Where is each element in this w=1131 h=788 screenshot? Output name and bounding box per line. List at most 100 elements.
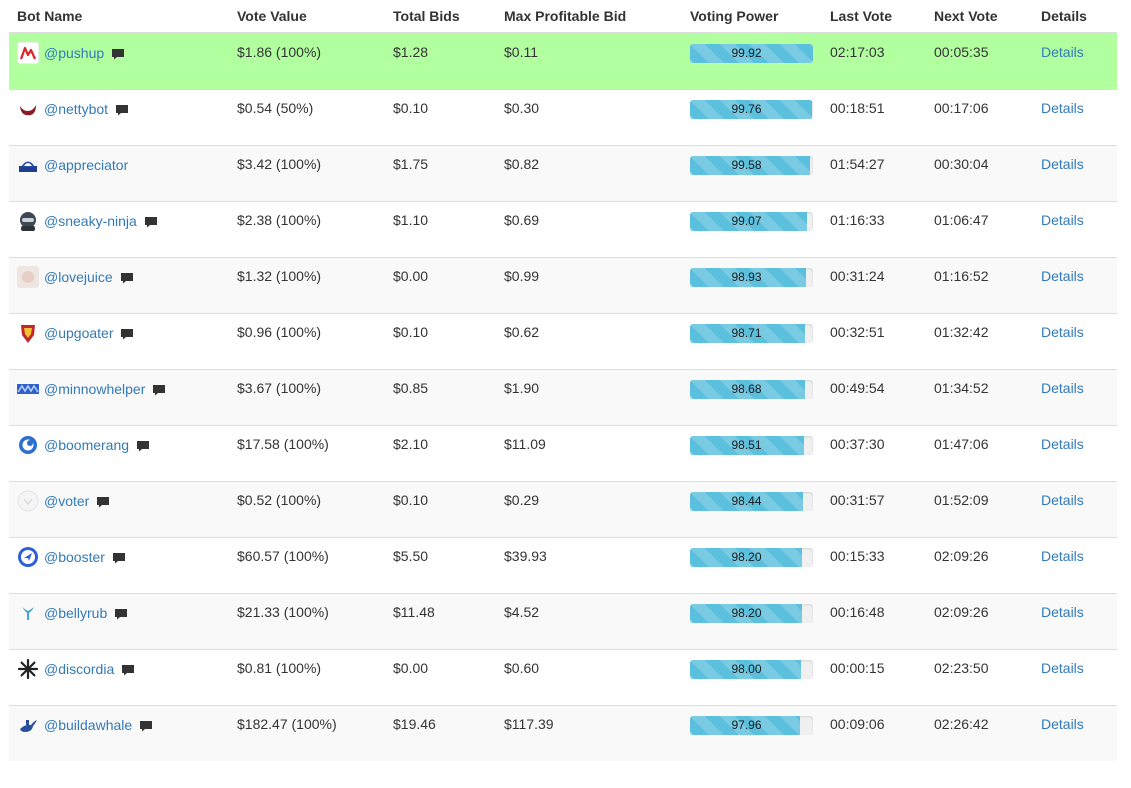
comment-icon[interactable] <box>152 383 166 395</box>
voting-power-value: 99.58 <box>731 157 762 172</box>
cell-max-profitable-bid: $4.52 <box>496 592 682 649</box>
header-vote-value[interactable]: Vote Value <box>229 0 385 34</box>
table-row: @discordia $0.81 (100%) $0.00 $0.60 98.00 00:… <box>9 648 1117 705</box>
details-link[interactable]: Details <box>1041 267 1084 284</box>
voting-power-fill <box>690 491 804 511</box>
details-link[interactable]: Details <box>1041 715 1084 732</box>
cell-last-vote: 00:16:48 <box>822 592 926 649</box>
cell-bot-name: @bellyrub <box>9 592 229 649</box>
cell-next-vote: 02:23:50 <box>926 648 1033 705</box>
header-details: Details <box>1033 0 1117 34</box>
cell-next-vote: 01:16:52 <box>926 256 1033 313</box>
table-row: @pushup $1.86 (100%) $1.28 $0.11 99.92 02:17:… <box>9 32 1117 89</box>
comment-icon[interactable] <box>121 663 135 675</box>
details-link[interactable]: Details <box>1041 491 1084 508</box>
details-link[interactable]: Details <box>1041 99 1084 116</box>
cell-max-profitable-bid: $1.90 <box>496 368 682 425</box>
bot-name-link[interactable]: @bellyrub <box>44 604 108 621</box>
comment-icon[interactable] <box>136 439 150 451</box>
details-link[interactable]: Details <box>1041 323 1084 340</box>
comment-icon[interactable] <box>120 271 134 283</box>
bot-name-link[interactable]: @nettybot <box>44 100 109 117</box>
boomerang-logo-icon <box>17 434 39 456</box>
header-total-bids[interactable]: Total Bids <box>385 0 496 34</box>
cell-max-profitable-bid: $0.29 <box>496 480 682 537</box>
upgoater-logo-icon <box>17 322 39 344</box>
cell-bot-name: @booster <box>9 536 229 593</box>
booster-logo-icon <box>17 546 39 568</box>
voting-power-fill <box>690 659 801 679</box>
cell-voting-power: 98.00 <box>682 648 822 705</box>
cell-details: Details <box>1033 480 1117 537</box>
cell-next-vote: 01:34:52 <box>926 368 1033 425</box>
comment-icon[interactable] <box>139 719 153 731</box>
comment-icon[interactable] <box>115 103 129 115</box>
table-row: @buildawhale $182.47 (100%) $19.46 $117.39 9… <box>9 704 1117 761</box>
voting-power-bar: 98.93 <box>690 267 813 287</box>
bot-name-link[interactable]: @lovejuice <box>44 268 113 285</box>
cell-max-profitable-bid: $0.30 <box>496 88 682 145</box>
details-link[interactable]: Details <box>1041 211 1084 228</box>
voting-power-bar: 98.20 <box>690 547 813 567</box>
table-row: @booster $60.57 (100%) $5.50 $39.93 98.20 00:… <box>9 536 1117 593</box>
cell-bot-name: @pushup <box>9 32 229 89</box>
bot-name-link[interactable]: @buildawhale <box>44 716 133 733</box>
table-row: @voter $0.52 (100%) $0.10 $0.29 98.44 00:31:5… <box>9 480 1117 537</box>
voting-power-fill <box>690 547 802 567</box>
comment-icon[interactable] <box>96 495 110 507</box>
voting-power-bar: 99.76 <box>690 99 813 119</box>
comment-icon[interactable] <box>114 607 128 619</box>
appreciator-logo-icon <box>17 154 39 176</box>
cell-max-profitable-bid: $0.11 <box>496 32 682 89</box>
comment-icon[interactable] <box>111 47 125 60</box>
header-voting-power[interactable]: Voting Power <box>682 0 822 34</box>
cell-bot-name: @voter <box>9 480 229 537</box>
cell-last-vote: 00:32:51 <box>822 312 926 369</box>
cell-total-bids: $0.00 <box>385 648 496 705</box>
comment-icon[interactable] <box>144 215 158 227</box>
cell-voting-power: 98.68 <box>682 368 822 425</box>
cell-vote-value: $60.57 (100%) <box>229 536 385 593</box>
voting-power-value: 98.68 <box>731 381 762 396</box>
comment-icon[interactable] <box>120 327 134 339</box>
bot-name-link[interactable]: @voter <box>44 492 90 509</box>
details-link[interactable]: Details <box>1041 659 1084 676</box>
bot-name-link[interactable]: @minnowhelper <box>44 380 146 397</box>
cell-last-vote: 00:31:57 <box>822 480 926 537</box>
table-header-row: Bot Name Vote Value Total Bids Max Profi… <box>9 0 1117 34</box>
cell-max-profitable-bid: $11.09 <box>496 424 682 481</box>
details-link[interactable]: Details <box>1041 379 1084 396</box>
details-link[interactable]: Details <box>1041 44 1084 60</box>
cell-next-vote: 01:32:42 <box>926 312 1033 369</box>
voting-power-fill <box>690 44 813 63</box>
bot-name-link[interactable]: @booster <box>44 548 105 565</box>
header-bot-name[interactable]: Bot Name <box>9 0 229 34</box>
header-last-vote[interactable]: Last Vote <box>822 0 926 34</box>
bellyrub-logo-icon <box>17 602 39 624</box>
cell-total-bids: $19.46 <box>385 704 496 761</box>
bot-name-link[interactable]: @sneaky-ninja <box>44 212 137 229</box>
cell-vote-value: $182.47 (100%) <box>229 704 385 761</box>
cell-bot-name: @boomerang <box>9 424 229 481</box>
bot-name-link[interactable]: @discordia <box>44 660 115 677</box>
details-link[interactable]: Details <box>1041 547 1084 564</box>
bot-name-link[interactable]: @upgoater <box>44 324 114 341</box>
cell-last-vote: 01:54:27 <box>822 144 926 201</box>
voting-power-fill <box>690 99 812 119</box>
cell-max-profitable-bid: $0.69 <box>496 200 682 257</box>
details-link[interactable]: Details <box>1041 603 1084 620</box>
bot-name-link[interactable]: @appreciator <box>44 156 129 173</box>
details-link[interactable]: Details <box>1041 155 1084 172</box>
bot-name-link[interactable]: @pushup <box>44 45 105 61</box>
header-next-vote[interactable]: Next Vote <box>926 0 1033 34</box>
bot-name-link[interactable]: @boomerang <box>44 436 130 453</box>
voting-power-value: 98.20 <box>731 605 762 620</box>
cell-total-bids: $0.10 <box>385 88 496 145</box>
header-max-profitable-bid[interactable]: Max Profitable Bid <box>496 0 682 34</box>
voting-power-value: 98.20 <box>731 549 762 564</box>
details-link[interactable]: Details <box>1041 435 1084 452</box>
table-row: @boomerang $17.58 (100%) $2.10 $11.09 98.51 0… <box>9 424 1117 481</box>
voting-power-fill <box>690 435 804 455</box>
comment-icon[interactable] <box>112 551 126 563</box>
lovejuice-logo-icon <box>17 265 39 288</box>
